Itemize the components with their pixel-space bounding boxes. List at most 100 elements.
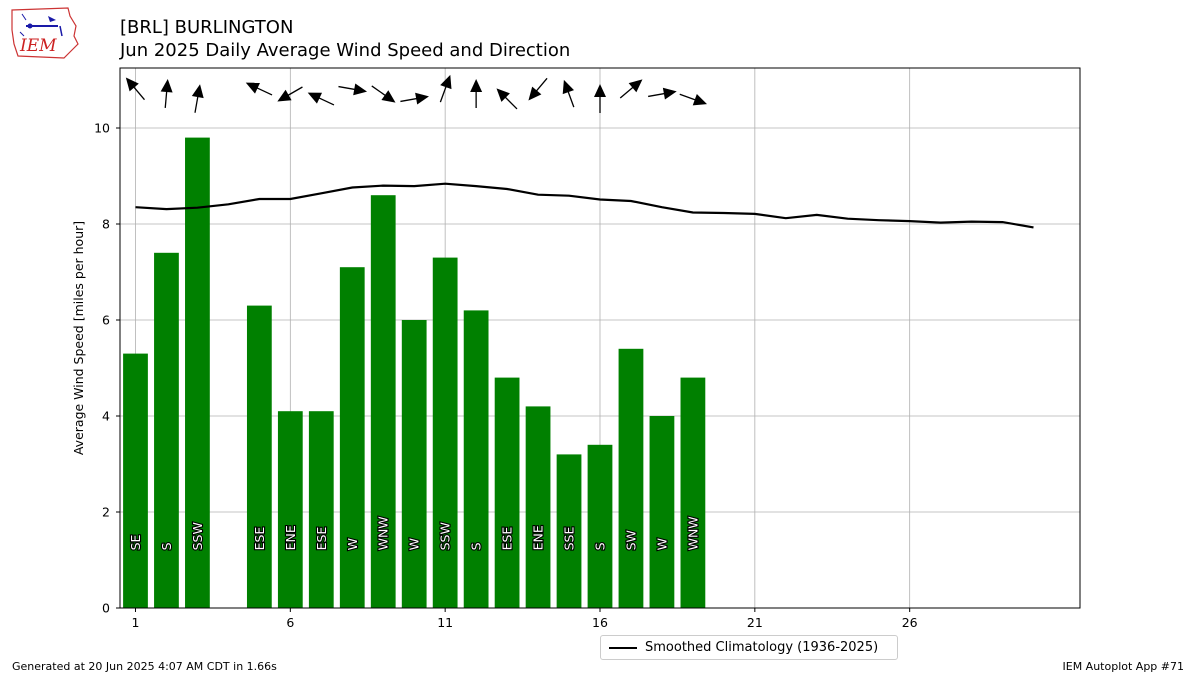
y-axis-label: Average Wind Speed [miles per hour] (71, 221, 86, 455)
wind-arrow-shaft (286, 86, 303, 97)
direction-label-day-7: ESE (314, 527, 329, 551)
generated-timestamp: Generated at 20 Jun 2025 4:07 AM CDT in … (12, 660, 277, 673)
wind-arrow-day-1 (125, 77, 145, 101)
bar-day-16 (587, 444, 613, 608)
x-tick-label: 6 (286, 615, 294, 630)
wind-arrow-day-17 (619, 79, 643, 99)
wind-arrow-day-13 (496, 88, 518, 110)
bar-day-19 (680, 377, 706, 608)
wind-arrow-shaft (567, 90, 575, 108)
direction-label-day-1: SE (128, 534, 143, 550)
y-tick-label: 6 (102, 313, 110, 328)
wind-arrow-day-16 (594, 84, 606, 113)
wind-arrow-head (628, 79, 643, 93)
iem-logo: IEM (8, 6, 80, 60)
x-tick-label: 1 (132, 615, 140, 630)
wind-arrow-shaft (534, 77, 548, 93)
wind-arrow-shaft (439, 85, 448, 103)
bar-day-12 (463, 310, 489, 608)
bar-day-13 (494, 377, 520, 608)
app-label: IEM Autoplot App #71 (1062, 660, 1185, 673)
logo-text: IEM (19, 36, 57, 56)
y-tick-label: 4 (102, 409, 110, 424)
legend-label: Smoothed Climatology (1936-2025) (645, 640, 879, 655)
wind-arrow-shaft (400, 97, 419, 103)
wind-arrow-day-12 (470, 79, 483, 108)
wind-arrow-shaft (679, 93, 697, 101)
wind-arrow-shaft (132, 85, 145, 101)
direction-label-day-2: S (159, 542, 174, 550)
wind-arrow-head (662, 87, 677, 100)
wind-arrow-head (245, 82, 261, 94)
direction-label-day-6: ENE (283, 525, 298, 550)
wind-arrow-head (470, 79, 483, 92)
wind-arrow-shaft (648, 92, 666, 98)
direction-label-day-9: WNW (376, 516, 391, 550)
wind-arrow-day-6 (277, 86, 303, 102)
wind-arrow-shaft (503, 95, 518, 110)
wind-arrow-shaft (619, 85, 635, 99)
wind-arrows (125, 74, 707, 113)
direction-label-day-10: W (407, 538, 422, 550)
direction-label-day-5: ESE (252, 527, 267, 551)
chart-title-station: [BRL] BURLINGTON (120, 17, 294, 38)
direction-label-day-16: S (593, 542, 608, 550)
direction-label-day-18: W (654, 538, 669, 550)
bar-day-17 (618, 348, 644, 608)
wind-arrow-head (692, 94, 707, 106)
wind-arrow-day-7 (307, 92, 335, 106)
bar-day-6 (277, 411, 303, 608)
wind-arrow-head (191, 84, 204, 99)
bar-day-11 (432, 257, 458, 608)
direction-label-day-8: W (345, 538, 360, 550)
wind-arrow-shaft (164, 89, 168, 109)
direction-labels: SE S SSW ESE ENE ESE W WNW W SSW S ESE ENE SSE S SW W WNW (127, 515, 702, 551)
wind-arrow-day-3 (191, 84, 204, 113)
wind-arrow-day-19 (679, 93, 707, 106)
wind-arrow-head (594, 84, 606, 97)
wind-arrow-day-18 (648, 87, 677, 100)
bar-day-9 (370, 195, 396, 608)
wind-arrow-head (353, 83, 368, 96)
wind-arrow-head (160, 79, 173, 93)
bar-day-15 (556, 454, 582, 608)
legend-line-swatch (609, 647, 637, 649)
wind-arrow-day-15 (562, 79, 575, 108)
wind-arrow-day-14 (528, 77, 548, 101)
y-tick-label: 8 (102, 217, 110, 232)
wind-arrow-head (440, 74, 452, 90)
bar-day-7 (308, 411, 334, 608)
bar-day-14 (525, 406, 551, 608)
wind-arrow-head (125, 77, 139, 92)
wind-arrow-shaft (194, 94, 199, 113)
wind-arrow-day-2 (160, 79, 173, 109)
x-tick-label: 21 (747, 615, 763, 630)
x-tick-label: 26 (902, 615, 918, 630)
y-tick-label: 0 (102, 601, 110, 616)
wind-arrow-day-8 (338, 83, 368, 96)
direction-label-day-12: S (469, 542, 484, 550)
direction-label-day-15: SSE (562, 527, 577, 551)
direction-label-day-17: SW (623, 530, 638, 550)
climatology-line-group (135, 182, 1034, 229)
bar-day-10 (401, 320, 427, 608)
bar-day-8 (339, 267, 365, 608)
bars (123, 137, 706, 609)
x-tick-label: 11 (437, 615, 453, 630)
wind-arrow-shaft (255, 86, 273, 96)
wind-arrow-shaft (371, 85, 387, 97)
wind-arrow-head (496, 88, 510, 102)
iowa-map-icon: IEM (11, 7, 79, 59)
wind-arrow-head (562, 79, 574, 95)
wind-arrow-day-11 (439, 74, 452, 103)
direction-label-day-11: SSW (438, 522, 453, 550)
wind-arrow-head (307, 92, 323, 104)
y-tick-label: 2 (102, 505, 110, 520)
bar-day-2 (154, 252, 179, 609)
direction-label-day-14: ENE (531, 525, 546, 550)
climatology-line (135, 182, 1034, 229)
bar-day-1 (123, 353, 148, 608)
wind-arrow-head (381, 90, 396, 103)
wind-arrow-head (277, 89, 292, 102)
